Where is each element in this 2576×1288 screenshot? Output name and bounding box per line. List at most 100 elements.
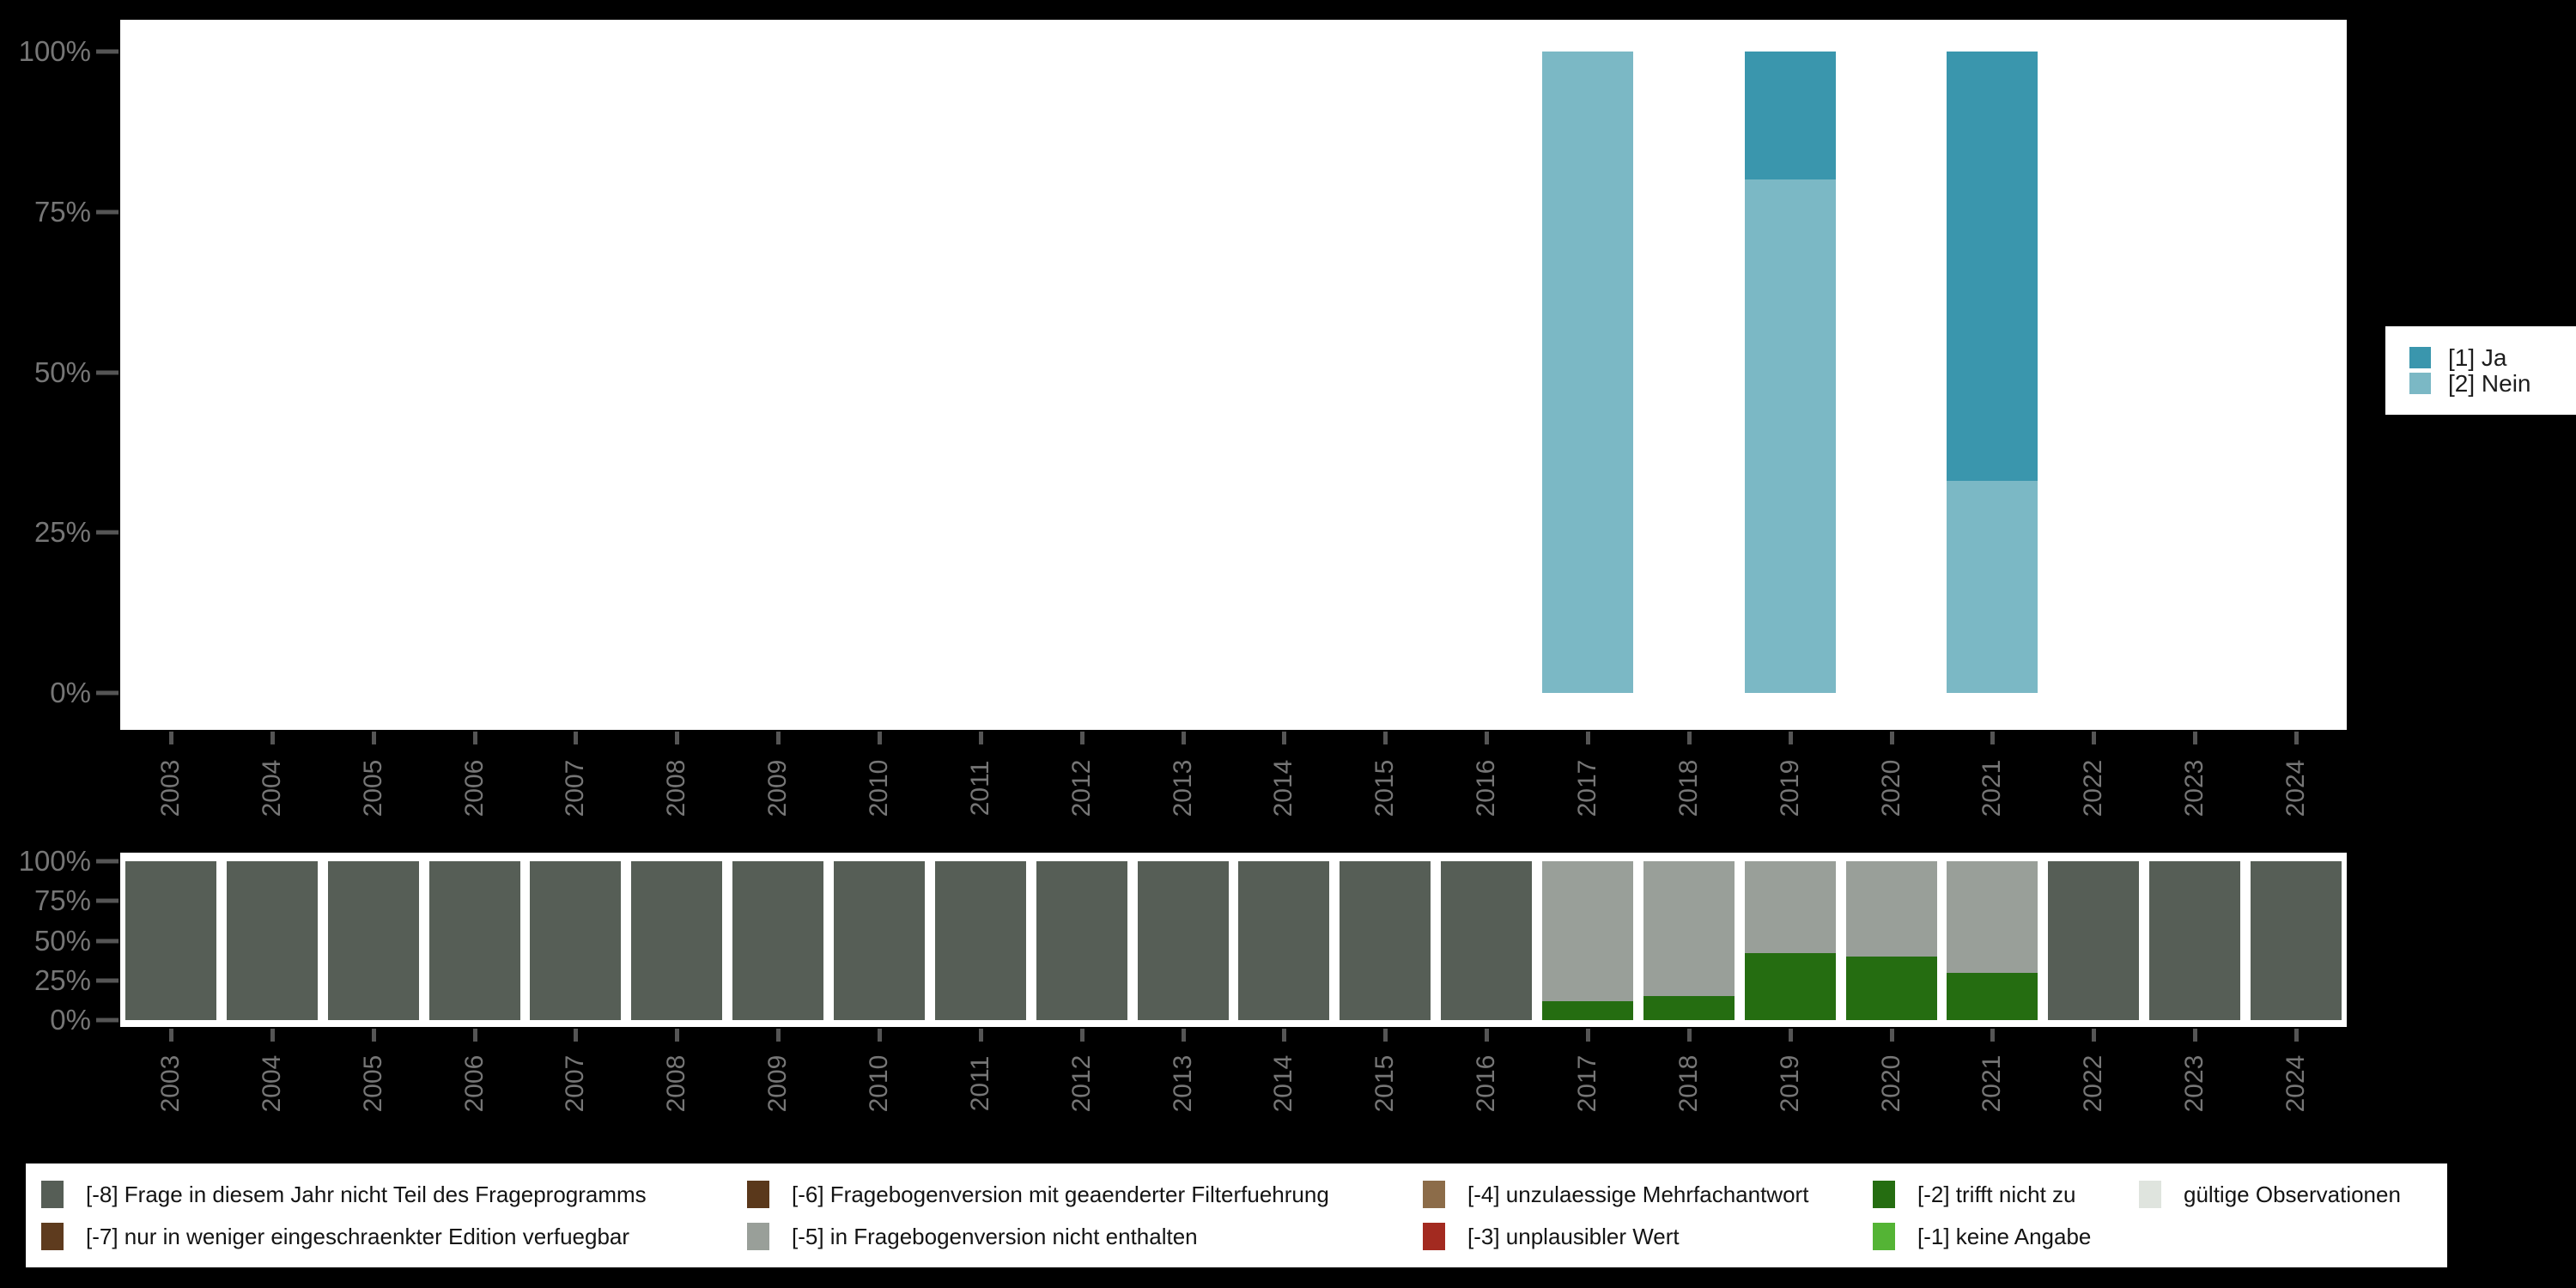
- x-axis-year-label: 2010: [864, 759, 893, 817]
- missing-codes-legend: [-8] Frage in diesem Jahr nicht Teil des…: [26, 1163, 2447, 1267]
- y-axis-tick-label: 75%: [33, 884, 91, 917]
- x-axis-tick-mark: [978, 1029, 983, 1042]
- x-axis-tick-mark: [675, 1029, 680, 1042]
- y-axis-tick-mark: [96, 978, 118, 983]
- legend-swatch: [41, 1181, 64, 1208]
- x-axis-tick-mark: [2294, 1029, 2300, 1042]
- answer-legend: [1] Ja [2] Nein: [2385, 326, 2576, 415]
- bar-segment: [2149, 861, 2241, 1020]
- x-axis-tick-mark: [2193, 1029, 2198, 1042]
- x-axis-year-label: 2020: [1876, 1054, 1905, 1113]
- bar-segment: [125, 861, 216, 1020]
- x-axis-year-label: 2003: [155, 759, 185, 817]
- x-axis-year-label: 2007: [561, 1054, 590, 1113]
- legend-item: [-5] in Fragebogenversion nicht enthalte…: [747, 1218, 1198, 1255]
- y-axis-tick-label: 75%: [33, 195, 91, 228]
- x-axis-tick-mark: [1586, 1029, 1591, 1042]
- bar-segment: [1947, 972, 2038, 1020]
- bar-segment: [934, 861, 1026, 1020]
- y-axis-tick-mark: [96, 1018, 118, 1023]
- x-axis-tick-mark: [2092, 732, 2097, 744]
- legend-item: [-1] keine Angabe: [1873, 1218, 2091, 1255]
- x-axis-tick-mark: [1889, 1029, 1894, 1042]
- x-axis-tick-mark: [1889, 732, 1894, 744]
- x-axis-year-label: 2023: [2180, 759, 2209, 817]
- legend-swatch: [1873, 1181, 1895, 1208]
- x-axis-year-label: 2007: [561, 759, 590, 817]
- y-axis-tick-mark: [96, 939, 118, 943]
- x-axis-year-label: 2011: [965, 1055, 994, 1112]
- legend-label: [-3] unplausibler Wert: [1467, 1224, 1680, 1249]
- legend-label: [2] Nein: [2448, 369, 2531, 397]
- bar-segment: [327, 861, 419, 1020]
- x-axis-year-label: 2017: [1573, 1054, 1602, 1113]
- x-axis-year-label: 2016: [1472, 759, 1501, 817]
- x-axis-year-label: 2003: [155, 1054, 185, 1113]
- legend-item: [-6] Fragebogenversion mit geaenderter F…: [747, 1176, 1329, 1213]
- bar-segment: [1542, 52, 1634, 693]
- x-axis-year-label: 2019: [1775, 759, 1804, 817]
- y-axis-tick-mark: [96, 690, 118, 696]
- y-axis-tick-label: 25%: [33, 516, 91, 549]
- x-axis-year-label: 2018: [1674, 1054, 1703, 1113]
- x-axis-year-label: 2022: [2079, 1054, 2108, 1113]
- y-axis-tick-label: 50%: [33, 355, 91, 388]
- x-axis-tick-mark: [877, 1029, 882, 1042]
- legend-swatch: [1873, 1223, 1895, 1250]
- bar-segment: [1542, 861, 1634, 1001]
- legend-label: [1] Ja: [2448, 343, 2507, 371]
- legend-swatch: [747, 1181, 769, 1208]
- x-axis-tick-mark: [371, 732, 376, 744]
- x-axis-tick-mark: [877, 732, 882, 744]
- x-axis-tick-mark: [574, 1029, 579, 1042]
- y-axis-tick-label: 100%: [18, 844, 91, 877]
- bar-segment: [1947, 481, 2038, 693]
- x-axis-tick-mark: [1181, 1029, 1186, 1042]
- bar-segment: [1643, 861, 1735, 997]
- x-axis-year-label: 2021: [1978, 759, 2007, 817]
- legend-swatch: [2409, 347, 2431, 368]
- y-axis-tick-label: 50%: [33, 924, 91, 957]
- x-axis-year-label: 2019: [1775, 1054, 1804, 1113]
- y-axis-tick-mark: [96, 370, 118, 374]
- x-axis-tick-mark: [1485, 732, 1490, 744]
- x-axis-tick-mark: [1788, 732, 1793, 744]
- x-axis-year-label: 2015: [1370, 1054, 1400, 1113]
- legend-item: [-4] unzulaessige Mehrfachantwort: [1423, 1176, 1808, 1213]
- x-axis-year-label: 2009: [763, 759, 793, 817]
- x-axis-year-label: 2020: [1876, 759, 1905, 817]
- x-axis-tick-mark: [1788, 1029, 1793, 1042]
- y-axis-tick-mark: [96, 49, 118, 54]
- x-axis-tick-mark: [1990, 1029, 1996, 1042]
- x-axis-year-label: 2014: [1269, 759, 1298, 817]
- x-axis-year-label: 2024: [2281, 759, 2311, 817]
- y-axis-tick-label: 100%: [18, 34, 91, 67]
- x-axis-tick-mark: [1282, 1029, 1287, 1042]
- y-axis-tick-label: 0%: [50, 676, 91, 708]
- legend-item: [1] Ja: [2409, 345, 2576, 371]
- bar-segment: [1238, 861, 1330, 1020]
- legend-swatch: [41, 1223, 64, 1250]
- x-axis-tick-mark: [1485, 1029, 1490, 1042]
- legend-label: [-6] Fragebogenversion mit geaenderter F…: [792, 1182, 1329, 1207]
- bar-segment: [1947, 52, 2038, 482]
- bar-segment: [1643, 996, 1735, 1020]
- x-axis-year-label: 2014: [1269, 1054, 1298, 1113]
- x-axis-tick-mark: [168, 732, 173, 744]
- legend-swatch: [2139, 1181, 2161, 1208]
- x-axis-tick-mark: [472, 732, 477, 744]
- x-axis-tick-mark: [472, 1029, 477, 1042]
- x-axis-year-label: 2004: [257, 1054, 286, 1113]
- x-axis-year-label: 2006: [459, 759, 489, 817]
- bar-segment: [1441, 861, 1533, 1020]
- legend-item: [-8] Frage in diesem Jahr nicht Teil des…: [41, 1176, 647, 1213]
- x-axis-tick-mark: [371, 1029, 376, 1042]
- x-axis-tick-mark: [978, 732, 983, 744]
- legend-swatch: [747, 1223, 769, 1250]
- bar-segment: [428, 861, 520, 1020]
- x-axis-year-label: 2008: [662, 1054, 691, 1113]
- bar-segment: [1744, 861, 1836, 954]
- legend-item: gültige Observationen: [2139, 1176, 2401, 1213]
- x-axis-year-label: 2011: [965, 760, 994, 817]
- legend-swatch: [2409, 373, 2431, 394]
